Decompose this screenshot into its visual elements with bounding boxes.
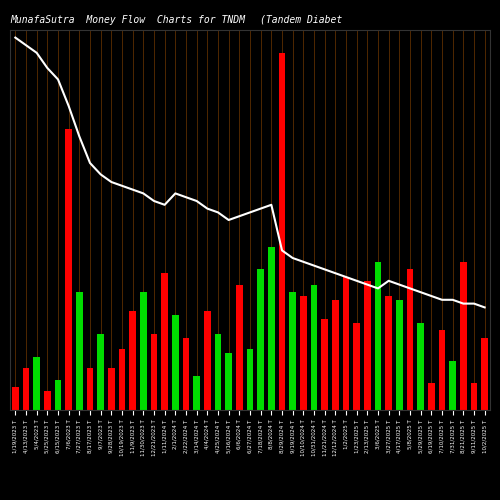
Bar <box>438 330 446 410</box>
Bar <box>129 311 136 410</box>
Bar <box>396 300 403 410</box>
Bar <box>289 292 296 410</box>
Bar <box>236 284 243 410</box>
Bar <box>214 334 222 410</box>
Bar <box>406 270 414 410</box>
Bar <box>108 368 115 410</box>
Bar <box>182 338 190 410</box>
Bar <box>44 391 51 410</box>
Bar <box>353 322 360 410</box>
Bar <box>470 384 478 410</box>
Bar <box>300 296 307 410</box>
Bar <box>161 273 168 410</box>
Bar <box>310 284 318 410</box>
Bar <box>385 296 392 410</box>
Bar <box>86 368 94 410</box>
Bar <box>140 292 147 410</box>
Bar <box>364 281 371 410</box>
Bar <box>374 262 382 410</box>
Bar <box>246 349 254 410</box>
Bar <box>268 246 275 410</box>
Bar <box>65 129 72 410</box>
Bar <box>342 277 349 410</box>
Bar <box>449 360 456 410</box>
Bar <box>257 270 264 410</box>
Bar <box>278 53 285 410</box>
Bar <box>97 334 104 410</box>
Bar <box>428 384 435 410</box>
Text: MunafaSutra  Money Flow  Charts for TNDM: MunafaSutra Money Flow Charts for TNDM <box>10 15 245 25</box>
Bar <box>417 322 424 410</box>
Bar <box>118 349 126 410</box>
Bar <box>172 315 179 410</box>
Bar <box>481 338 488 410</box>
Bar <box>150 334 158 410</box>
Text: (Tandem Diabet: (Tandem Diabet <box>260 15 342 25</box>
Bar <box>321 319 328 410</box>
Bar <box>54 380 62 410</box>
Bar <box>460 262 467 410</box>
Bar <box>225 353 232 410</box>
Bar <box>193 376 200 410</box>
Bar <box>76 292 83 410</box>
Bar <box>12 387 19 410</box>
Bar <box>332 300 339 410</box>
Bar <box>22 368 30 410</box>
Bar <box>33 357 40 410</box>
Bar <box>204 311 211 410</box>
